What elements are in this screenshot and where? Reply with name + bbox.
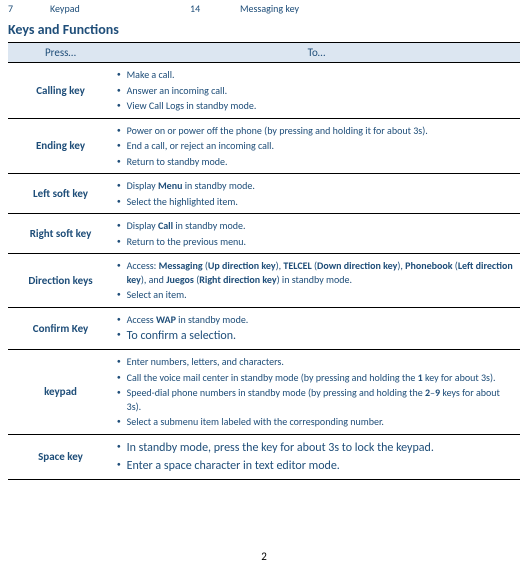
desc-cell: Enter numbers, letters, and characters.C… [113,350,520,435]
list-item: Power on or power off the phone (by pres… [117,123,516,139]
list-item: Display Menu in standby mode. [117,178,516,194]
desc-cell: Access WAP in standby mode.To confirm a … [113,307,520,350]
section-heading: Keys and Functions [8,21,520,38]
list-item: Call the voice mail center in standby mo… [117,370,516,386]
desc-cell: Make a call.Answer an incoming call.View… [113,63,520,119]
list-item: Return to the previous menu. [117,234,516,250]
list-item: Access WAP in standby mode. [117,312,516,328]
list-item: Select an item. [117,287,516,303]
list-item: Enter numbers, letters, and characters. [117,354,516,370]
keys-functions-table: Press… To… Calling keyMake a call.Answer… [8,42,520,480]
desc-cell: Display Call in standby mode.Return to t… [113,214,520,254]
header-press: Press… [8,43,113,63]
list-item: Return to standby mode. [117,154,516,170]
key-cell: Calling key [8,63,113,119]
list-item: Answer an incoming call. [117,83,516,99]
label-messaging-key: Messaging key [240,2,299,15]
key-cell: Ending key [8,118,113,174]
list-item: End a call, or reject an incoming call. [117,138,516,154]
header-to: To… [113,43,520,63]
key-cell: Direction keys [8,254,113,308]
list-item: Speed-dial phone numbers in standby mode… [117,385,516,414]
list-item: Enter a space character in text editor m… [117,457,516,475]
label-num-14: 14 [190,2,210,15]
list-item: To confirm a selection. [117,327,516,345]
label-num-7: 7 [8,2,20,15]
list-item: View Call Logs in standby mode. [117,98,516,114]
key-cell: Right soft key [8,214,113,254]
list-item: Access: Messaging (Up direction key), TE… [117,258,516,287]
list-item: In standby mode, press the key for about… [117,439,516,457]
desc-cell: Power on or power off the phone (by pres… [113,118,520,174]
list-item: Select the highlighted item. [117,194,516,210]
key-cell: Left soft key [8,174,113,214]
desc-cell: Display Menu in standby mode.Select the … [113,174,520,214]
key-cell: keypad [8,350,113,435]
page-number: 2 [8,550,520,563]
key-cell: Space key [8,434,113,479]
desc-cell: In standby mode, press the key for about… [113,434,520,479]
list-item: Select a submenu item labeled with the c… [117,414,516,430]
list-item: Display Call in standby mode. [117,218,516,234]
desc-cell: Access: Messaging (Up direction key), TE… [113,254,520,308]
list-item: Make a call. [117,67,516,83]
label-keypad: Keypad [50,2,160,15]
top-label-row: 7 Keypad 14 Messaging key [8,0,520,21]
key-cell: Confirm Key [8,307,113,350]
